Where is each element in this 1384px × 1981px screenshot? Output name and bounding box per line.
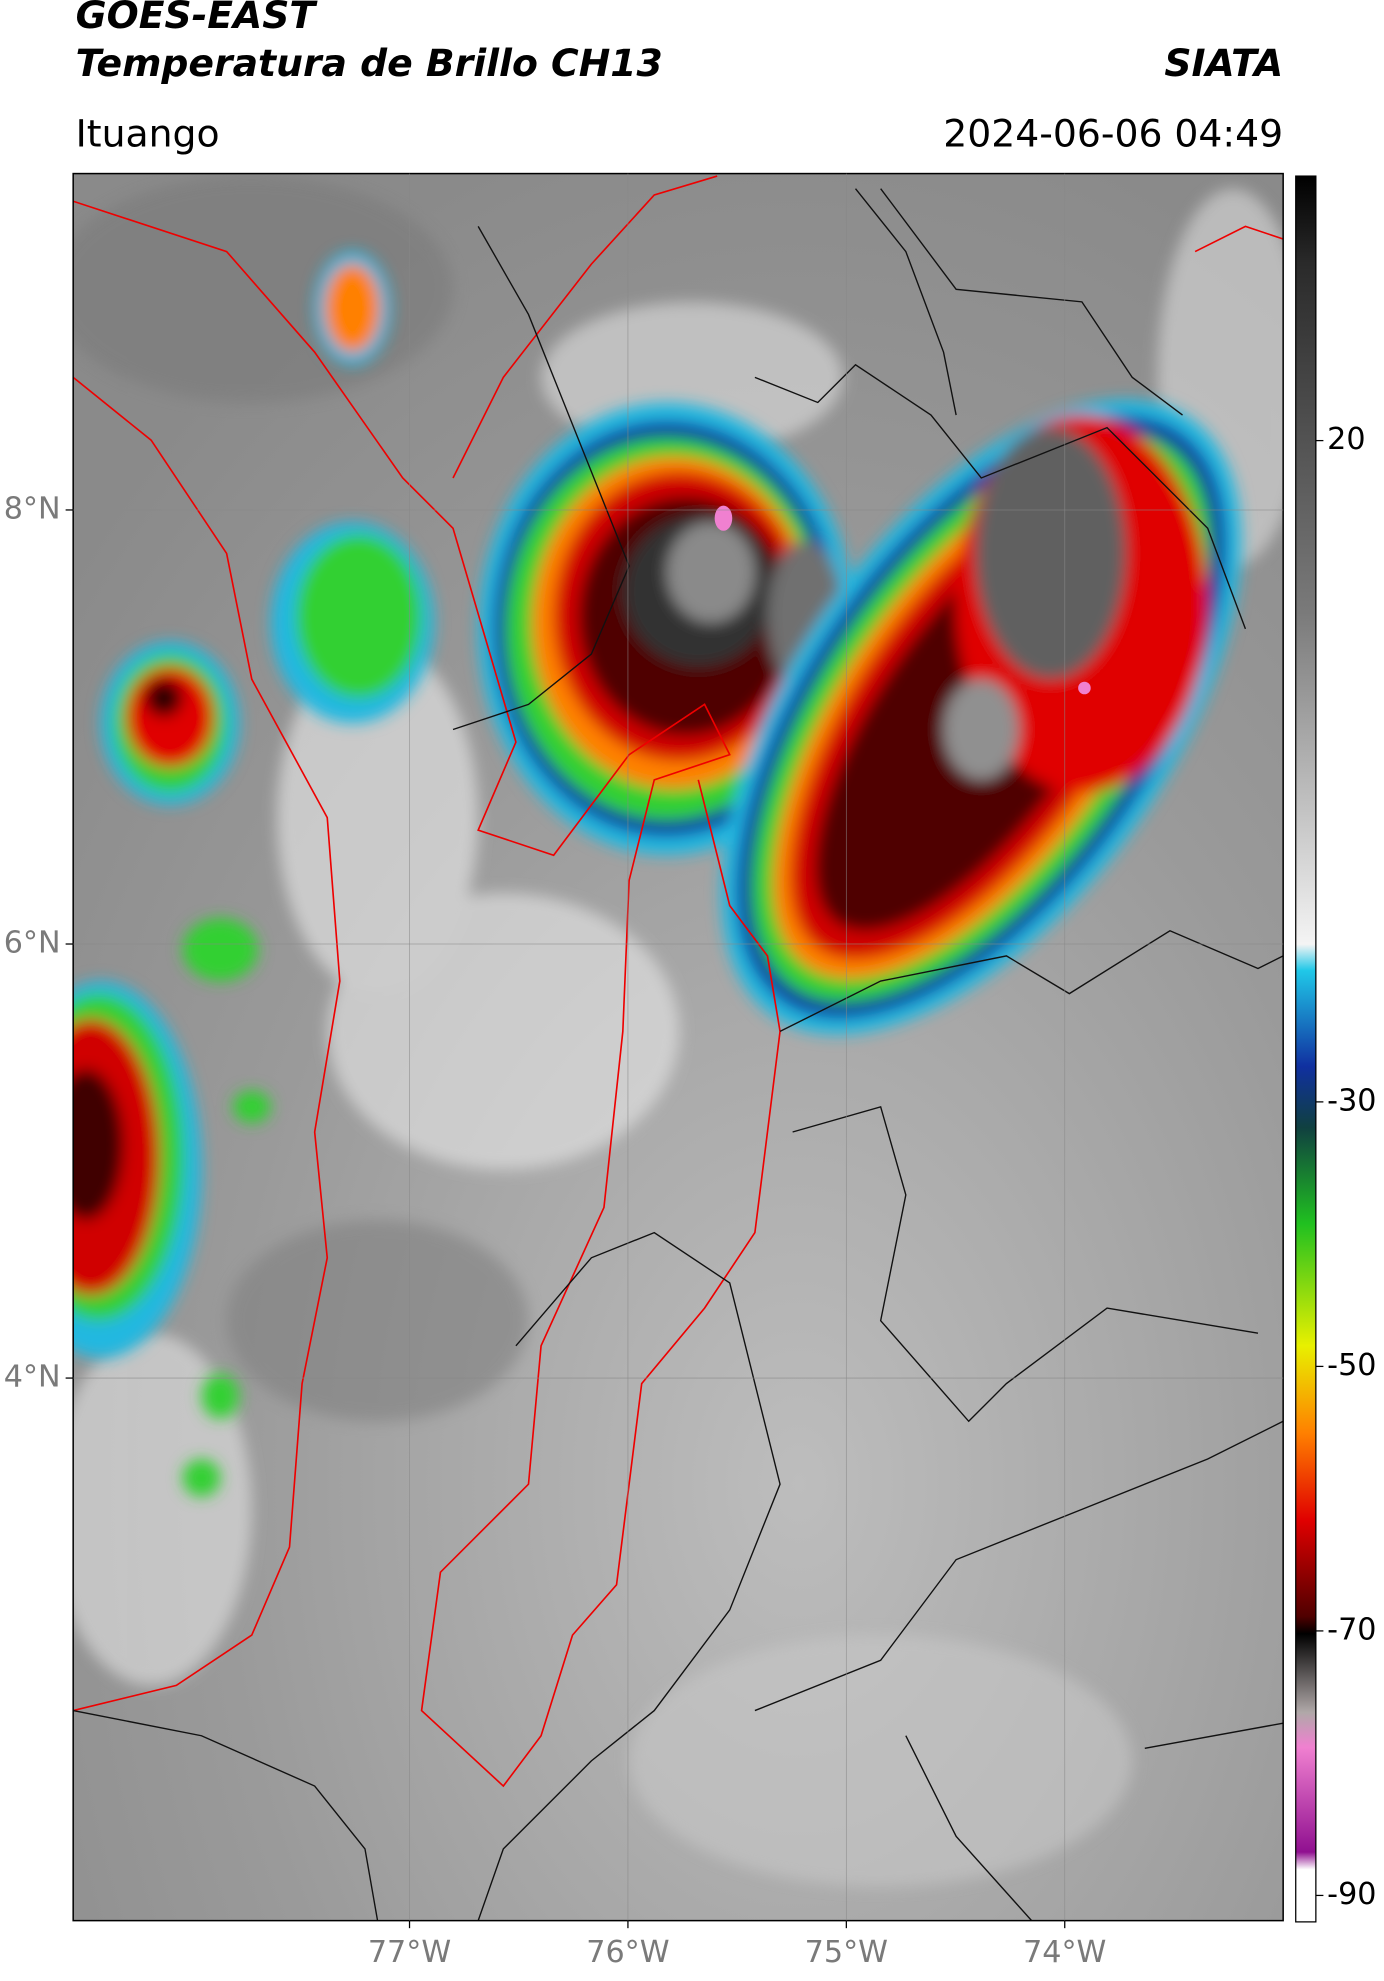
location: Ituango [76,111,220,155]
source: SIATA [1164,41,1283,85]
y-tick-label: 8°N [4,491,61,526]
map-frame [72,172,1284,1922]
y-tick-label: 4°N [4,1360,61,1395]
colorbar [1295,175,1317,1923]
colorbar-tick-label: 20 [1327,422,1365,457]
colorbar-tick-label: -30 [1327,1083,1376,1118]
x-tick-label: 75°W [805,1935,888,1970]
map-imagery [73,173,1284,1921]
timestamp: 2024-06-06 04:49 [943,111,1283,155]
x-tick-label: 77°W [368,1935,451,1970]
title: GOES-EAST [76,0,319,37]
colorbar-tick-label: -50 [1327,1348,1376,1383]
colorbar-tick-label: -90 [1327,1877,1376,1912]
y-tick-label: 6°N [4,926,61,961]
x-tick-label: 74°W [1023,1935,1106,1970]
x-tick-label: 76°W [586,1935,669,1970]
subtitle: Temperatura de Brillo CH13 [76,41,663,85]
colorbar-tick-label: -70 [1327,1612,1376,1647]
